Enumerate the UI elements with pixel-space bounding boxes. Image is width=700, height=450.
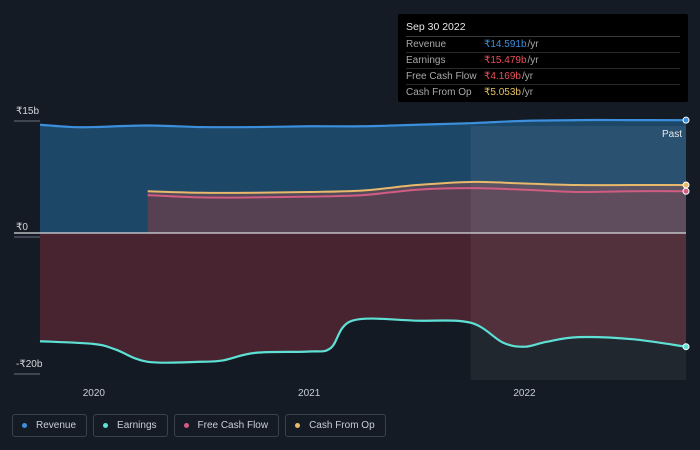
tooltip-value: ₹14.591b <box>484 39 527 50</box>
legend-item-earnings[interactable]: Earnings <box>93 414 168 437</box>
tooltip-row-free-cash-flow: Free Cash Flow ₹4.169b /yr <box>406 69 680 85</box>
tooltip-label: Cash From Op <box>406 87 472 98</box>
tooltip-unit: /yr <box>521 87 534 98</box>
legend-label: Revenue <box>36 420 77 431</box>
y-tick-label: ₹0 <box>16 222 28 233</box>
tooltip-value: ₹4.169b <box>484 71 521 82</box>
x-tick-label: 2020 <box>83 388 106 399</box>
legend-item-revenue[interactable]: Revenue <box>12 414 88 437</box>
legend-label: Free Cash Flow <box>197 420 269 431</box>
chart-tooltip: Sep 30 2022 Revenue ₹14.591b /yr Earning… <box>398 14 688 102</box>
tooltip-unit: /yr <box>527 39 539 50</box>
revenue-line <box>39 118 687 129</box>
free-cash-flow-area <box>147 188 686 233</box>
tooltip-row-revenue: Revenue ₹14.591b /yr <box>406 37 680 53</box>
legend-label: Earnings <box>117 420 157 431</box>
x-tick-label: 2022 <box>513 388 536 399</box>
past-label: Past <box>662 129 682 140</box>
chart-legend: Revenue Earnings Free Cash Flow Cash Fro… <box>12 414 386 437</box>
revenue-end-point <box>682 116 690 124</box>
cash-from-op-line <box>147 180 686 194</box>
legend-dot-icon <box>103 423 109 428</box>
tooltip-date: Sep 30 2022 <box>406 20 680 37</box>
free-cash-flow-end-point <box>682 187 690 195</box>
y-tick-label: ₹15b <box>16 106 39 117</box>
x-tick-label: 2021 <box>298 388 321 399</box>
tooltip-row-cash-from-op: Cash From Op ₹5.053b /yr <box>406 85 680 100</box>
legend-item-free-cash-flow[interactable]: Free Cash Flow <box>173 414 280 437</box>
tooltip-value: ₹15.479b <box>484 55 527 66</box>
legend-dot-icon <box>183 423 189 428</box>
tooltip-label: Earnings <box>406 55 446 66</box>
legend-dot-icon <box>22 423 27 428</box>
tooltip-row-earnings: Earnings ₹15.479b /yr <box>406 53 680 69</box>
tooltip-unit: /yr <box>527 55 539 66</box>
earnings-end-point <box>682 343 690 351</box>
earnings-area <box>40 233 686 363</box>
free-cash-flow-line <box>147 187 687 199</box>
earnings-line <box>39 317 687 364</box>
tooltip-value: ₹5.053b <box>484 87 521 98</box>
legend-item-cash-from-op[interactable]: Cash From Op <box>285 414 386 437</box>
y-tick-label: -₹20b <box>16 359 43 370</box>
earnings-lower-region <box>40 318 686 380</box>
tooltip-label: Free Cash Flow <box>406 71 477 82</box>
tooltip-label: Revenue <box>406 39 447 50</box>
legend-dot-icon <box>295 423 301 428</box>
tooltip-unit: /yr <box>521 71 534 82</box>
cash-from-op-end-point <box>682 181 690 189</box>
legend-label: Cash From Op <box>309 420 375 431</box>
